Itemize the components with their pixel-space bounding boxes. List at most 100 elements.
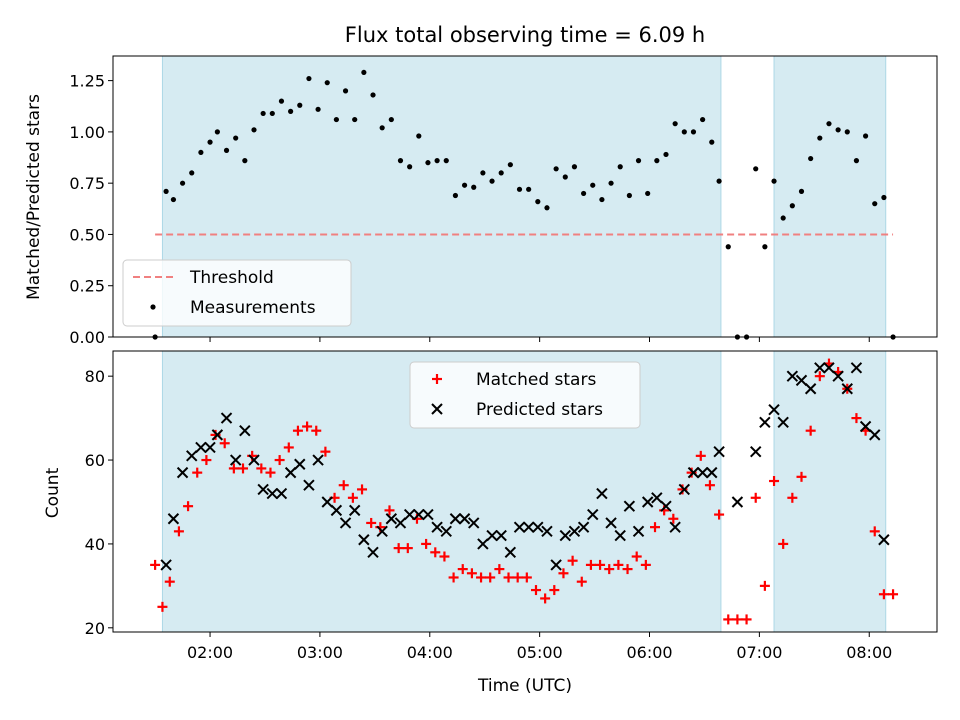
top-series-0-point-40 (516, 186, 523, 192)
bottom-series-1-point-69 (804, 383, 817, 395)
bottom-series-1-point-33 (458, 513, 471, 525)
bottom-series-1-point-9 (239, 424, 251, 437)
top-ytick-label-4: 1.00 (69, 123, 105, 142)
bottom-series-0-point-10 (238, 463, 249, 474)
bottom-series-0-point-17 (302, 421, 313, 432)
top-series-0-point-3 (179, 180, 186, 186)
bottom-series-1-point-8 (229, 454, 242, 466)
top-series-0-point-10 (242, 158, 248, 164)
top-series-0-point-16 (297, 102, 303, 108)
bottom-series-0-point-37 (485, 572, 496, 583)
bottom-shaded-interval-1 (773, 350, 887, 633)
top-series-0-point-75 (835, 127, 841, 133)
top-series-0-point-14 (278, 98, 285, 104)
bottom-series-1-point-6 (211, 429, 224, 441)
top-series-0-point-77 (853, 158, 860, 164)
bottom-series-0-point-0 (150, 559, 161, 570)
top-legend: Threshold Measurements (122, 259, 352, 327)
top-series-0-point-52 (626, 192, 632, 199)
x-axis-label: Time (UTC) (477, 676, 572, 696)
bottom-series-0-point-24 (366, 517, 377, 528)
top-series-0-point-50 (608, 180, 614, 186)
xtick-label-6: 08:00 (846, 643, 892, 662)
top-series-0-point-37 (489, 178, 495, 184)
bottom-series-1-point-42 (541, 525, 553, 538)
bottom-series-1-point-32 (449, 513, 462, 525)
top-series-0-point-8 (223, 147, 230, 153)
top-series-0-point-20 (333, 116, 339, 123)
bottom-series-0-point-5 (192, 467, 203, 478)
bottom-series-1-point-31 (440, 525, 452, 538)
bottom-series-0-point-13 (265, 467, 276, 478)
top-series-0-point-71 (798, 188, 805, 194)
bottom-series-1-point-7 (220, 412, 233, 424)
top-series-0-point-74 (826, 121, 832, 127)
bottom-panel-frame (112, 350, 938, 633)
bottom-ytick-label-3: 80 (85, 367, 105, 386)
top-series-0-point-46 (571, 164, 578, 170)
xtick-label-0: 02:00 (187, 643, 233, 662)
bottom-series-1-point-63 (750, 445, 762, 458)
top-series-0-point-54 (645, 190, 651, 197)
top-ytick-label-1: 0.25 (69, 277, 105, 296)
top-series-0-point-2 (170, 196, 177, 203)
bottom-series-0-point-34 (457, 564, 468, 575)
bottom-series-0-point-43 (540, 593, 551, 604)
bottom-series-0-point-62 (714, 509, 725, 520)
bottom-series-0-point-28 (402, 543, 413, 554)
threshold-legend-label: Threshold (189, 268, 274, 288)
bottom-series-0-point-65 (741, 614, 752, 625)
bottom-series-1-point-30 (431, 521, 443, 533)
top-series-0-point-17 (306, 75, 312, 82)
measurements-legend-label: Measurements (190, 298, 316, 318)
bottom-series-1-point-19 (330, 504, 343, 517)
top-series-0-point-47 (580, 190, 587, 197)
top-series-0-point-80 (881, 194, 887, 201)
bottom-series-0-point-32 (439, 551, 450, 562)
bottom-series-1-point-45 (568, 525, 581, 538)
bottom-series-0-point-6 (201, 455, 212, 466)
bottom-series-1-point-3 (186, 450, 198, 462)
bottom-series-1-point-12 (266, 487, 279, 500)
bottom-series-0-point-53 (631, 551, 642, 562)
bottom-series-1-point-18 (321, 496, 333, 508)
bottom-series-0-point-81 (888, 589, 899, 600)
bottom-series-1-point-60 (706, 466, 718, 479)
bottom-series-1-point-53 (641, 496, 654, 508)
top-ytick-label-0: 0.00 (69, 328, 105, 347)
bottom-series-0-point-60 (695, 450, 706, 461)
bottom-series-1-point-21 (348, 504, 361, 517)
bottom-series-0-point-31 (430, 547, 441, 558)
bottom-series-1-point-67 (786, 370, 799, 382)
bottom-series-0-point-16 (292, 425, 303, 436)
bottom-series-0-point-64 (732, 614, 743, 625)
top-series-0-point-21 (342, 88, 349, 94)
bottom-series-1-point-41 (532, 521, 544, 533)
bottom-series-1-point-28 (413, 508, 425, 521)
bottom-series-1-point-2 (176, 466, 189, 479)
bottom-series-0-point-48 (585, 559, 596, 570)
top-series-0-point-69 (780, 215, 786, 221)
predicted-legend-swatch (431, 403, 443, 415)
matched-legend-label: Matched stars (476, 370, 596, 390)
bottom-series-1-point-43 (550, 559, 562, 571)
top-series-0-point-26 (388, 116, 394, 123)
bottom-series-0-point-77 (851, 413, 862, 424)
bottom-series-1-point-25 (385, 513, 398, 525)
bottom-series-0-point-57 (668, 513, 679, 524)
bottom-series-0-point-52 (622, 564, 633, 575)
bottom-series-0-point-36 (476, 572, 487, 583)
bottom-series-1-point-39 (513, 521, 526, 533)
top-shaded-interval-1 (773, 55, 887, 338)
top-series-0-point-27 (397, 158, 404, 164)
top-series-0-point-43 (544, 205, 550, 211)
bottom-ytick-label-0: 20 (85, 619, 105, 638)
bottom-series-0-point-35 (466, 568, 477, 579)
bottom-series-0-point-26 (384, 505, 395, 516)
top-series-0-point-67 (762, 244, 768, 250)
top-series-0-point-68 (771, 178, 777, 184)
bottom-series-0-point-38 (494, 564, 505, 575)
bottom-series-1-point-5 (204, 441, 216, 454)
bottom-series-1-point-23 (367, 546, 379, 559)
